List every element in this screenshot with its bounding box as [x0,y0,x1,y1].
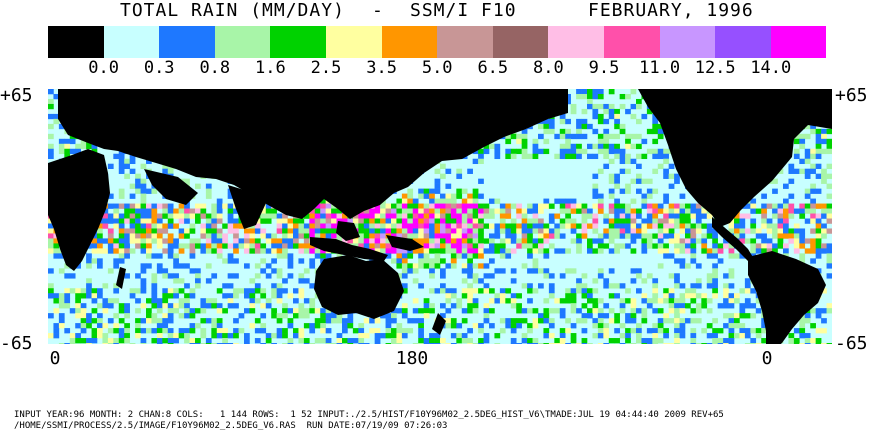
legend-swatch-6 [381,26,438,58]
legend-tick-label: 6.5 [477,58,509,78]
legend-swatch-11 [659,26,716,58]
legend-swatch-7 [437,26,493,58]
lon-label-0: 0 [49,348,61,369]
title-sensor: SSM/I F10 [410,0,517,21]
title-date: FEBRUARY, 1996 [588,0,754,21]
legend-swatch-5 [325,26,382,58]
legend-swatch-8 [492,26,549,58]
legend-tick-label: 5.0 [421,58,453,78]
japan [382,161,396,189]
central-america [712,217,754,261]
footer-line-1: INPUT YEAR:96 MONTH: 2 CHAN:8 COLS: 1 14… [14,410,724,420]
north-america [638,89,832,227]
legend-tick-label: 12.5 [694,58,736,78]
legend-swatch-2 [159,26,215,58]
title-dash: - [372,0,384,21]
africa-west [48,149,110,271]
color-legend-labels: 0.0 0.3 0.8 1.6 2.5 3.5 5.0 6.5 8.0 9.5 11.0 12.5 14… [48,58,880,78]
lat-bottom-left: -65 [0,333,33,354]
india [228,185,266,229]
greenland [824,89,832,107]
lat-top-left: +65 [0,85,33,106]
legend-swatch-1 [103,26,160,58]
legend-swatch-3 [214,26,271,58]
legend-tick-label: 3.5 [366,58,397,78]
antarctica [48,344,832,348]
map-canvas [48,89,832,348]
legend-tick-label: 8.0 [533,58,564,78]
lat-bottom-right: -65 [835,333,868,354]
borneo [336,221,360,241]
new-zealand [432,313,446,335]
map-title: TOTAL RAIN (MM/DAY) - SSM/I F10 FEBRUARY… [0,0,880,22]
legend-tick-label: 0.3 [143,58,175,78]
australia [314,255,404,319]
legend-tick-label: 0.8 [199,58,231,78]
south-america [748,251,826,348]
legend-tick-label: 2.5 [310,58,342,78]
lon-label-360: 0 [761,348,773,369]
new-guinea [386,235,424,251]
legend-tick-label: 9.5 [588,58,620,78]
footer-line-2: /HOME/SSMI/PROCESS/2.5/IMAGE/F10Y96M02_2… [14,421,448,431]
legend-swatch-12 [715,26,771,58]
color-legend-bar [48,26,827,58]
legend-swatch-9 [548,26,604,58]
lat-top-right: +65 [835,85,868,106]
legend-swatch-10 [603,26,660,58]
legend-tick-label: 0.0 [88,58,119,78]
legend-swatch-0 [48,26,104,58]
title-variable: TOTAL RAIN (MM/DAY) [120,0,345,21]
lon-label-180: 180 [395,348,429,369]
legend-swatch-4 [270,26,326,58]
legend-swatch-13 [770,26,827,58]
arabia [144,169,198,205]
legend-tick-label: 1.6 [255,58,286,78]
rain-map [48,89,832,348]
madagascar [116,267,126,289]
continents [48,89,832,348]
eurasia [58,89,568,219]
legend-tick-label: 11.0 [639,58,681,78]
legend-tick-label: 14.0 [750,58,792,78]
indonesia [310,237,388,261]
